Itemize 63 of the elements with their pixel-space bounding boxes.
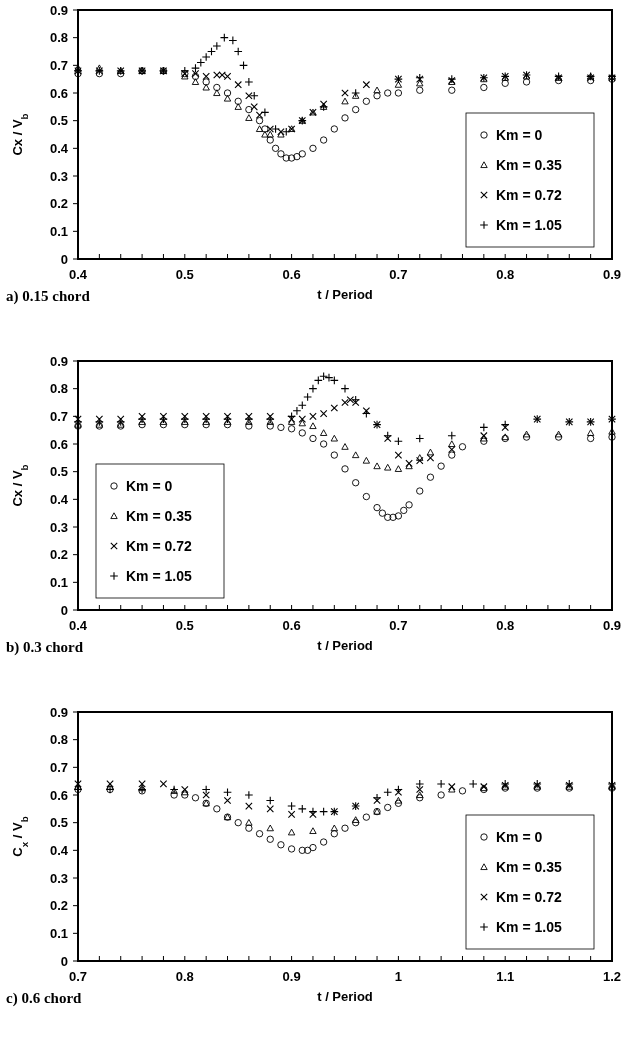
y-tick-label: 0	[60, 251, 68, 267]
y-tick-label: 0.1	[49, 574, 68, 590]
y-tick-label: 0.3	[49, 519, 68, 535]
x-axis-title: t / Period	[317, 287, 373, 302]
legend-label: Km = 0	[496, 127, 543, 143]
y-tick-label: 0.3	[49, 168, 68, 184]
y-tick-label: 0.5	[49, 113, 68, 129]
x-tick-label: 0.8	[175, 969, 194, 984]
legend-label: Km = 1.05	[496, 217, 562, 233]
x-tick-label: 0.9	[602, 618, 622, 633]
y-tick-label: 0.1	[49, 223, 68, 239]
x-tick-label: 0.6	[282, 267, 301, 282]
y-tick-label: 0.6	[49, 436, 68, 452]
y-tick-label: 0.2	[49, 547, 68, 563]
x-tick-label: 1	[394, 969, 403, 984]
y-tick-label: 0.7	[49, 57, 68, 73]
legend-label: Km = 1.05	[126, 568, 192, 584]
y-tick-label: 0.8	[49, 30, 68, 46]
x-axis-title: t / Period	[317, 638, 373, 653]
y-tick-label: 0.6	[49, 787, 68, 803]
x-tick-label: 0.7	[389, 618, 408, 633]
x-tick-label: 0.5	[175, 618, 194, 633]
x-tick-label: 0.8	[496, 267, 515, 282]
y-tick-label: 0.7	[49, 759, 68, 775]
legend-label: Km = 0.35	[496, 859, 562, 875]
legend-label: Km = 0.72	[126, 538, 192, 554]
x-tick-label: 0.9	[602, 267, 622, 282]
y-tick-label: 0	[60, 953, 68, 969]
y-tick-label: 0.5	[49, 815, 68, 831]
legend-label: Km = 0.35	[496, 157, 562, 173]
x-tick-label: 0.9	[282, 969, 301, 984]
legend-label: Km = 0.72	[496, 187, 562, 203]
x-tick-label: 0.6	[282, 618, 301, 633]
y-tick-label: 0.8	[49, 732, 68, 748]
x-tick-label: 1.1	[496, 969, 515, 984]
legend-label: Km = 0	[126, 478, 173, 494]
y-tick-label: 0.3	[49, 870, 68, 886]
x-tick-label: 0.5	[175, 267, 194, 282]
x-tick-label: 1.2	[602, 969, 622, 984]
legend-label: Km = 0.72	[496, 889, 562, 905]
y-tick-label: 0.7	[49, 408, 68, 424]
y-tick-label: 0.1	[49, 925, 68, 941]
x-tick-label: 0.8	[496, 618, 515, 633]
legend-label: Km = 1.05	[496, 919, 562, 935]
text: b) 0.3 chord	[6, 639, 84, 656]
x-tick-label: 0.7	[389, 267, 408, 282]
text: a) 0.15 chord	[6, 288, 91, 305]
y-tick-label: 0.8	[49, 381, 68, 397]
y-tick-label: 0.9	[49, 704, 68, 720]
x-axis-title: t / Period	[317, 989, 373, 1004]
y-tick-label: 0.5	[49, 464, 68, 480]
y-tick-label: 0.4	[49, 140, 69, 156]
y-tick-label: 0.6	[49, 85, 68, 101]
y-tick-label: 0.4	[49, 491, 69, 507]
y-tick-label: 0.2	[49, 196, 68, 212]
legend-label: Km = 0.35	[126, 508, 192, 524]
legend-label: Km = 0	[496, 829, 543, 845]
y-tick-label: 0.2	[49, 898, 68, 914]
y-tick-label: 0.9	[49, 2, 68, 18]
y-tick-label: 0.9	[49, 353, 68, 369]
y-tick-label: 0	[60, 602, 68, 618]
text: c) 0.6 chord	[6, 990, 83, 1007]
y-tick-label: 0.4	[49, 842, 69, 858]
